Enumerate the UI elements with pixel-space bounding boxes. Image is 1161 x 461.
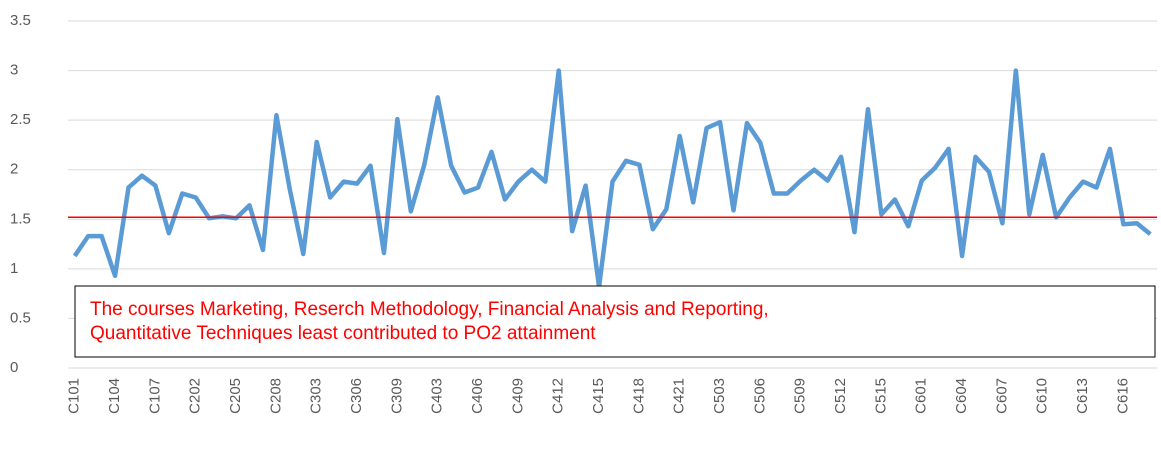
x-tick-label: C107 [146,378,163,414]
x-tick-label: C421 [671,378,688,414]
x-tick-label: C101 [66,378,83,414]
x-tick-label: C309 [388,378,405,414]
x-tick-label: C604 [953,378,970,414]
annotation-text: Quantitative Techniques least contribute… [90,323,596,344]
y-tick-label: 2.5 [10,111,31,128]
x-tick-label: C601 [913,378,930,414]
annotation-box [74,285,1156,358]
y-tick-label: 1 [10,260,18,277]
y-tick-label: 2 [10,161,18,178]
x-tick-label: C403 [429,378,446,414]
x-tick-label: C406 [469,378,486,414]
y-tick-label: 0 [10,359,18,376]
x-tick-label: C415 [590,378,607,414]
x-tick-label: C409 [509,378,526,414]
x-tick-label: C512 [832,378,849,414]
x-tick-label: C515 [872,378,889,414]
y-tick-label: 3 [10,62,18,79]
y-tick-label: 3.5 [10,12,31,29]
x-tick-label: C202 [187,378,204,414]
y-tick-label: 1.5 [10,210,31,227]
y-tick-label: 0.5 [10,309,31,326]
x-tick-label: C613 [1074,378,1091,414]
x-tick-label: C104 [106,378,123,414]
x-tick-label: C208 [267,378,284,414]
x-tick-label: C205 [227,378,244,414]
annotation-text: The courses Marketing, Reserch Methodolo… [90,299,769,320]
x-tick-label: C607 [993,378,1010,414]
data-line [72,68,1152,289]
x-tick-label: C306 [348,378,365,414]
x-tick-label: C303 [308,378,325,414]
x-tick-label: C418 [630,378,647,414]
x-tick-label: C506 [751,378,768,414]
x-tick-label: C616 [1114,378,1131,414]
x-tick-label: C503 [711,378,728,414]
x-tick-label: C412 [550,378,567,414]
x-tick-label: C509 [792,378,809,414]
x-tick-label: C610 [1034,378,1051,414]
